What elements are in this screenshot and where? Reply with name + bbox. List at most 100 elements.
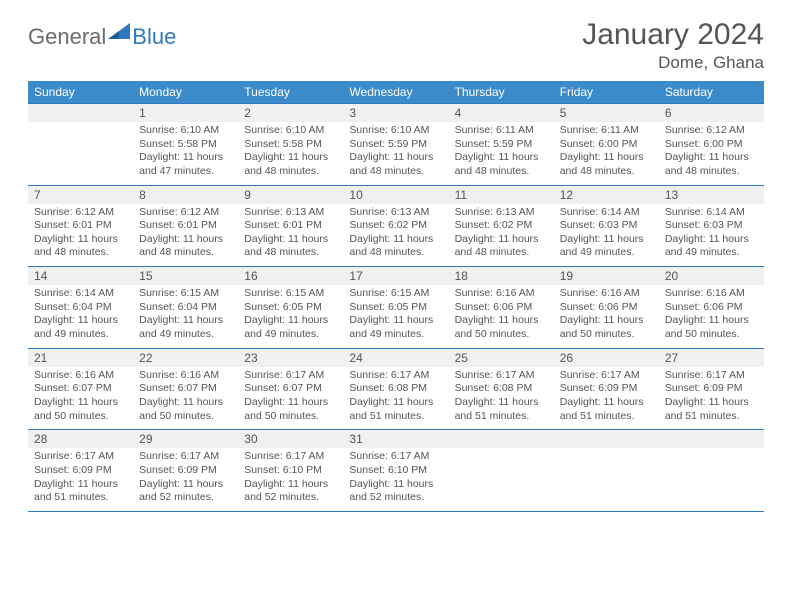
day-body: Sunrise: 6:12 AMSunset: 6:01 PMDaylight:… [133,204,238,267]
calendar-day-cell: 22Sunrise: 6:16 AMSunset: 6:07 PMDayligh… [133,348,238,430]
day-body: Sunrise: 6:15 AMSunset: 6:05 PMDaylight:… [238,285,343,348]
calendar-day-cell [449,430,554,512]
day-body: Sunrise: 6:15 AMSunset: 6:04 PMDaylight:… [133,285,238,348]
sunset-text: Sunset: 6:03 PM [665,219,758,233]
calendar-header-row: Sunday Monday Tuesday Wednesday Thursday… [28,81,764,104]
calendar-day-cell: 4Sunrise: 6:11 AMSunset: 5:59 PMDaylight… [449,104,554,186]
daylight-text: Daylight: 11 hours and 48 minutes. [455,151,548,178]
sunset-text: Sunset: 6:02 PM [349,219,442,233]
calendar-week-row: 7Sunrise: 6:12 AMSunset: 6:01 PMDaylight… [28,185,764,267]
day-number: 8 [133,186,238,204]
daylight-text: Daylight: 11 hours and 52 minutes. [244,478,337,505]
calendar-day-cell [28,104,133,186]
calendar-week-row: 21Sunrise: 6:16 AMSunset: 6:07 PMDayligh… [28,348,764,430]
day-number: 28 [28,430,133,448]
day-body: Sunrise: 6:12 AMSunset: 6:01 PMDaylight:… [28,204,133,267]
sunset-text: Sunset: 6:00 PM [665,138,758,152]
sunset-text: Sunset: 6:07 PM [244,382,337,396]
day-number: 12 [554,186,659,204]
sunrise-text: Sunrise: 6:12 AM [665,124,758,138]
daylight-text: Daylight: 11 hours and 47 minutes. [139,151,232,178]
sunset-text: Sunset: 6:04 PM [34,301,127,315]
day-body: Sunrise: 6:10 AMSunset: 5:58 PMDaylight:… [238,122,343,185]
day-body [28,122,133,180]
calendar-body: 1Sunrise: 6:10 AMSunset: 5:58 PMDaylight… [28,104,764,512]
day-number: 17 [343,267,448,285]
day-body: Sunrise: 6:17 AMSunset: 6:09 PMDaylight:… [554,367,659,430]
day-number: 15 [133,267,238,285]
calendar-week-row: 28Sunrise: 6:17 AMSunset: 6:09 PMDayligh… [28,430,764,512]
daylight-text: Daylight: 11 hours and 52 minutes. [139,478,232,505]
sunrise-text: Sunrise: 6:17 AM [139,450,232,464]
daylight-text: Daylight: 11 hours and 48 minutes. [244,233,337,260]
sunrise-text: Sunrise: 6:17 AM [349,369,442,383]
dayname-tuesday: Tuesday [238,81,343,104]
day-number: 30 [238,430,343,448]
sunrise-text: Sunrise: 6:16 AM [560,287,653,301]
calendar-day-cell: 31Sunrise: 6:17 AMSunset: 6:10 PMDayligh… [343,430,448,512]
sunset-text: Sunset: 5:59 PM [349,138,442,152]
calendar-day-cell [659,430,764,512]
day-body [659,448,764,506]
day-body: Sunrise: 6:16 AMSunset: 6:06 PMDaylight:… [659,285,764,348]
daylight-text: Daylight: 11 hours and 48 minutes. [244,151,337,178]
day-number [449,430,554,448]
sunrise-text: Sunrise: 6:13 AM [455,206,548,220]
daylight-text: Daylight: 11 hours and 50 minutes. [244,396,337,423]
sunset-text: Sunset: 6:09 PM [665,382,758,396]
sunrise-text: Sunrise: 6:12 AM [34,206,127,220]
calendar-day-cell: 26Sunrise: 6:17 AMSunset: 6:09 PMDayligh… [554,348,659,430]
day-body [449,448,554,506]
calendar-day-cell: 6Sunrise: 6:12 AMSunset: 6:00 PMDaylight… [659,104,764,186]
day-number: 29 [133,430,238,448]
daylight-text: Daylight: 11 hours and 49 minutes. [665,233,758,260]
calendar-day-cell: 12Sunrise: 6:14 AMSunset: 6:03 PMDayligh… [554,185,659,267]
sunrise-text: Sunrise: 6:11 AM [455,124,548,138]
calendar-day-cell: 15Sunrise: 6:15 AMSunset: 6:04 PMDayligh… [133,267,238,349]
sunrise-text: Sunrise: 6:10 AM [139,124,232,138]
sunset-text: Sunset: 6:09 PM [139,464,232,478]
sunset-text: Sunset: 6:05 PM [244,301,337,315]
dayname-monday: Monday [133,81,238,104]
daylight-text: Daylight: 11 hours and 51 minutes. [455,396,548,423]
logo-text-general: General [28,24,106,50]
calendar-day-cell: 2Sunrise: 6:10 AMSunset: 5:58 PMDaylight… [238,104,343,186]
day-number: 25 [449,349,554,367]
daylight-text: Daylight: 11 hours and 50 minutes. [34,396,127,423]
daylight-text: Daylight: 11 hours and 49 minutes. [560,233,653,260]
day-body: Sunrise: 6:13 AMSunset: 6:01 PMDaylight:… [238,204,343,267]
daylight-text: Daylight: 11 hours and 48 minutes. [455,233,548,260]
day-body: Sunrise: 6:14 AMSunset: 6:04 PMDaylight:… [28,285,133,348]
sunrise-text: Sunrise: 6:17 AM [34,450,127,464]
sunrise-text: Sunrise: 6:15 AM [139,287,232,301]
day-number: 3 [343,104,448,122]
calendar-day-cell: 24Sunrise: 6:17 AMSunset: 6:08 PMDayligh… [343,348,448,430]
day-body: Sunrise: 6:16 AMSunset: 6:07 PMDaylight:… [28,367,133,430]
calendar-day-cell: 17Sunrise: 6:15 AMSunset: 6:05 PMDayligh… [343,267,448,349]
sunset-text: Sunset: 6:05 PM [349,301,442,315]
day-number: 20 [659,267,764,285]
day-number [554,430,659,448]
calendar-day-cell: 27Sunrise: 6:17 AMSunset: 6:09 PMDayligh… [659,348,764,430]
day-body: Sunrise: 6:15 AMSunset: 6:05 PMDaylight:… [343,285,448,348]
logo-flag-icon [108,23,130,39]
sunrise-text: Sunrise: 6:16 AM [34,369,127,383]
calendar-day-cell: 8Sunrise: 6:12 AMSunset: 6:01 PMDaylight… [133,185,238,267]
sunset-text: Sunset: 5:59 PM [455,138,548,152]
sunset-text: Sunset: 6:06 PM [665,301,758,315]
sunrise-text: Sunrise: 6:17 AM [665,369,758,383]
day-number: 2 [238,104,343,122]
title-block: January 2024 Dome, Ghana [582,18,764,73]
calendar-day-cell: 13Sunrise: 6:14 AMSunset: 6:03 PMDayligh… [659,185,764,267]
sunrise-text: Sunrise: 6:13 AM [244,206,337,220]
dayname-wednesday: Wednesday [343,81,448,104]
calendar-table: Sunday Monday Tuesday Wednesday Thursday… [28,81,764,512]
daylight-text: Daylight: 11 hours and 48 minutes. [139,233,232,260]
brand-logo: General Blue [28,18,176,50]
day-number: 10 [343,186,448,204]
sunset-text: Sunset: 5:58 PM [244,138,337,152]
daylight-text: Daylight: 11 hours and 51 minutes. [349,396,442,423]
daylight-text: Daylight: 11 hours and 49 minutes. [244,314,337,341]
calendar-day-cell: 30Sunrise: 6:17 AMSunset: 6:10 PMDayligh… [238,430,343,512]
day-number: 21 [28,349,133,367]
